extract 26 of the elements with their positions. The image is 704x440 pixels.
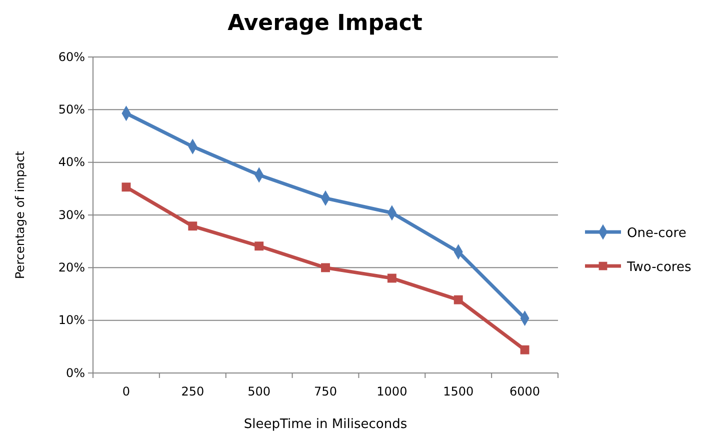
y-axis-title: Percentage of impact (13, 150, 27, 279)
x-tick-label: 250 (181, 384, 204, 399)
x-tick-label: 500 (248, 384, 271, 399)
y-tick-label: 50% (58, 102, 85, 117)
y-tick-label: 20% (58, 260, 85, 275)
point (454, 295, 463, 304)
y-tick-label: 30% (58, 208, 85, 222)
point (321, 263, 330, 272)
legend-label: One-core (627, 226, 686, 241)
y-tick-label: 40% (58, 155, 85, 170)
chart-title: Average Impact (228, 11, 423, 36)
x-axis-title: SleepTime in Miliseconds (244, 417, 408, 432)
y-tick-label: 10% (58, 313, 85, 328)
x-tick-label: 6000 (510, 384, 540, 399)
legend-label: Two-cores (626, 260, 692, 275)
point (520, 345, 530, 354)
point (188, 222, 198, 231)
point (387, 274, 396, 283)
y-tick-label: 0% (66, 366, 85, 380)
point (122, 182, 131, 192)
x-tick-label: 1500 (443, 384, 474, 399)
x-tick-label: 0 (122, 384, 130, 399)
point (254, 242, 264, 251)
y-tick-label: 60% (58, 50, 85, 64)
x-tick-label: 750 (314, 384, 337, 399)
x-tick-label: 1000 (376, 384, 408, 399)
